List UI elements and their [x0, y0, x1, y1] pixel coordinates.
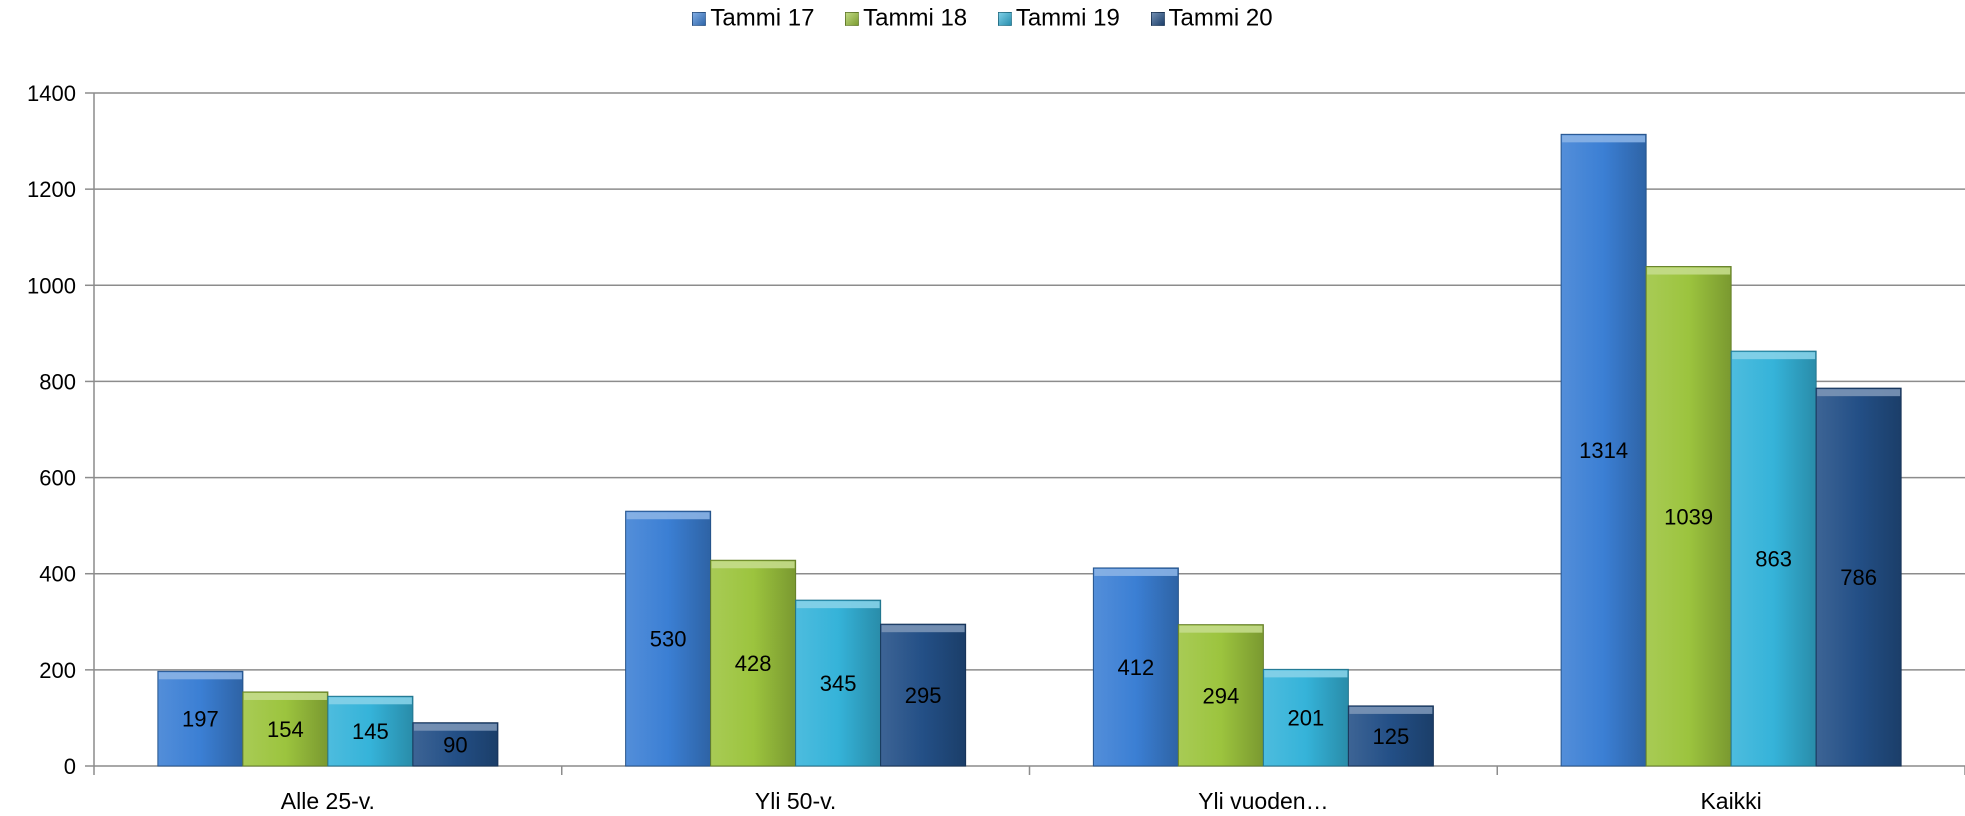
bar-top-bevel — [1179, 625, 1263, 633]
legend: Tammi 17 Tammi 18 Tammi 19 Tammi 20 — [0, 4, 1965, 33]
bar-top-bevel — [626, 512, 710, 520]
y-tick-label: 1200 — [27, 177, 76, 202]
data-label: 428 — [735, 651, 772, 676]
data-label: 1039 — [1664, 504, 1713, 529]
data-label: 295 — [905, 683, 942, 708]
legend-label: Tammi 19 — [1015, 4, 1120, 32]
data-label: 197 — [182, 707, 219, 732]
legend-item-tammi-17: Tammi 17 — [692, 4, 814, 33]
bar — [795, 599, 882, 767]
data-label: 154 — [267, 717, 304, 742]
bar — [1645, 266, 1732, 767]
x-category-label: Kaikki — [1700, 788, 1761, 814]
data-label: 786 — [1840, 565, 1877, 590]
y-tick-label: 800 — [39, 369, 76, 394]
bar — [710, 559, 797, 767]
data-label: 145 — [352, 719, 389, 744]
bar-top-bevel — [1817, 389, 1901, 397]
bar — [1177, 624, 1264, 767]
bar — [157, 670, 244, 767]
data-label: 863 — [1755, 547, 1792, 572]
legend-label: Tammi 18 — [863, 4, 968, 32]
bar — [242, 691, 329, 767]
legend-item-tammi-19: Tammi 19 — [997, 4, 1120, 33]
data-label: 125 — [1373, 724, 1410, 749]
y-tick-label: 600 — [39, 466, 76, 491]
legend-item-tammi-18: Tammi 18 — [845, 4, 967, 33]
y-tick-label: 400 — [39, 562, 76, 587]
bar-top-bevel — [881, 625, 965, 633]
bar-top-bevel — [1732, 352, 1816, 360]
y-tick-label: 1400 — [27, 81, 76, 106]
legend-swatch-tammi-17 — [692, 11, 707, 26]
axes: 0 200 400 600 800 1000 1200 1400 — [27, 81, 1965, 779]
legend-swatch-tammi-18 — [845, 11, 860, 26]
bar — [1262, 668, 1349, 767]
bar-top-bevel — [413, 723, 497, 731]
x-category-label: Yli 50-v. — [755, 788, 836, 814]
bars — [157, 133, 1902, 767]
legend-item-tammi-20: Tammi 20 — [1150, 4, 1273, 33]
data-label: 412 — [1118, 655, 1155, 680]
data-label: 90 — [443, 732, 467, 757]
y-tick-label: 0 — [64, 754, 76, 779]
bar-top-bevel — [1349, 706, 1433, 714]
y-tick-label: 200 — [39, 658, 76, 683]
legend-swatch-tammi-19 — [997, 11, 1012, 26]
bar — [1347, 705, 1434, 767]
bar-top-bevel — [711, 561, 795, 569]
data-label: 201 — [1288, 706, 1325, 731]
bar — [1815, 387, 1902, 767]
bar-top-bevel — [328, 697, 412, 705]
bar-top-bevel — [243, 692, 327, 700]
bar — [327, 695, 414, 767]
bar — [1730, 350, 1817, 767]
bar-top-bevel — [1094, 568, 1178, 576]
legend-label: Tammi 20 — [1168, 4, 1273, 32]
bar — [880, 623, 967, 767]
legend-label: Tammi 17 — [710, 4, 815, 32]
x-category-label: Yli vuoden… — [1198, 788, 1328, 814]
bar-top-bevel — [1264, 670, 1348, 678]
data-label: 1314 — [1579, 438, 1628, 463]
bar-top-bevel — [1647, 267, 1731, 275]
data-label: 345 — [820, 671, 857, 696]
legend-swatch-tammi-20 — [1150, 11, 1165, 26]
data-label: 530 — [650, 627, 687, 652]
bar — [625, 510, 712, 767]
data-label: 294 — [1203, 683, 1240, 708]
y-tick-label: 1000 — [27, 273, 76, 298]
x-category-label: Alle 25-v. — [281, 788, 375, 814]
bar-top-bevel — [158, 672, 242, 680]
bar-top-bevel — [1562, 135, 1646, 143]
labels: 197 154 145 90 Alle 25-v. 530 428 345 295 Yli 50-… — [182, 438, 1877, 814]
bar — [1092, 567, 1179, 767]
bar-top-bevel — [796, 601, 880, 609]
